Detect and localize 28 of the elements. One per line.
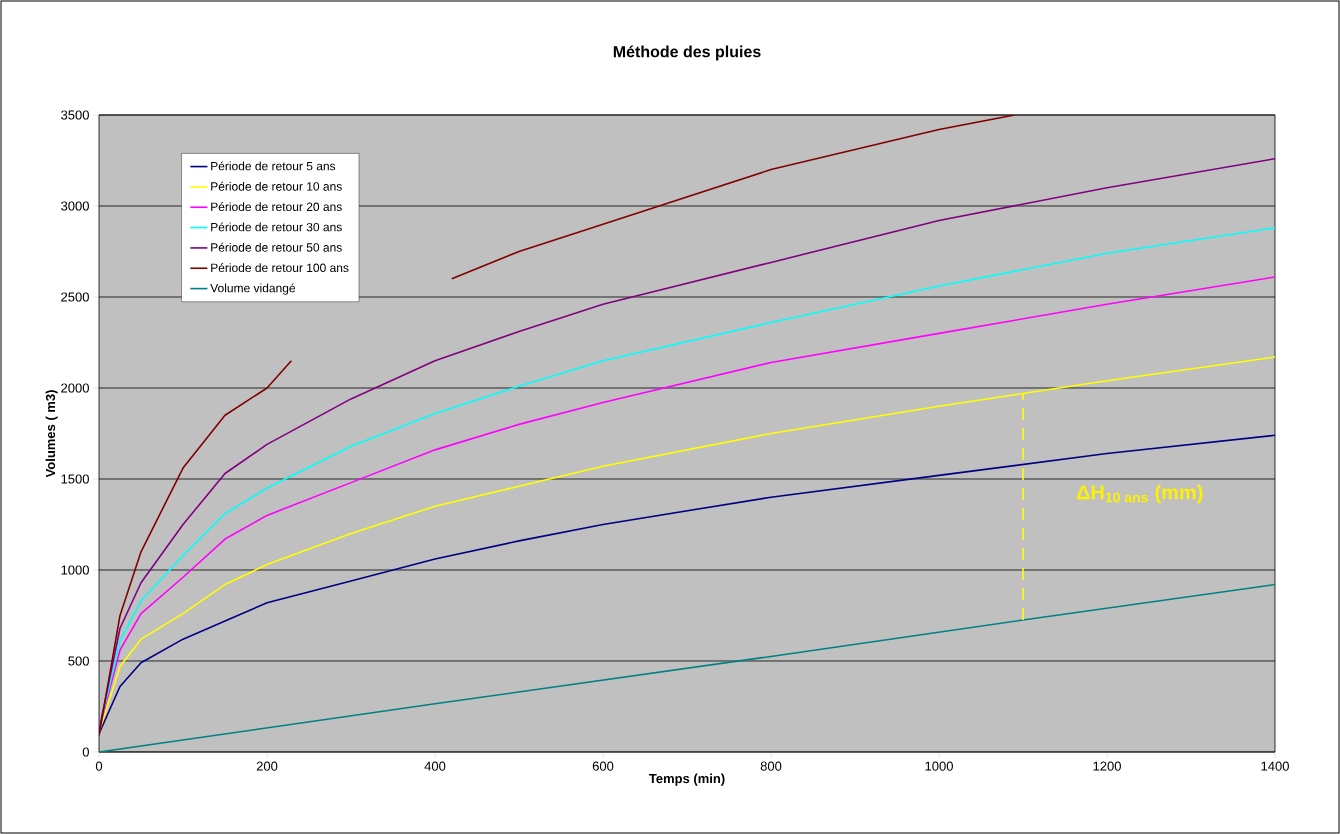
annotation: ΔH$_{10 ans}$ (mm) [1076, 484, 1203, 504]
x-tick-label: 200 [256, 761, 278, 771]
legend-label: Période de retour 20 ans [211, 202, 342, 212]
legend-label: Période de retour 10 ans [211, 181, 342, 191]
y-tick-label: 500 [68, 656, 89, 666]
y-tick-label: 0 [82, 747, 89, 757]
line-series [99, 583, 1275, 752]
x-tick-label: 1000 [925, 761, 953, 771]
legend-label: Période de retour 100 ans [211, 263, 349, 273]
x-axis-title: Temps (min) [648, 773, 725, 786]
x-tick-label: 600 [592, 761, 614, 771]
y-tick-label: 3000 [61, 201, 89, 211]
x-tick-label: 1400 [1261, 761, 1289, 771]
x-tick-label: 400 [424, 761, 446, 771]
y-tick-label: 1000 [61, 565, 89, 575]
legend-label: Volume vidangé [210, 283, 296, 295]
chart-title: Méthode des pluies [613, 45, 761, 61]
legend-label: Période de retour 30 ans [211, 222, 342, 232]
y-tick-label: 2000 [61, 383, 89, 393]
legend-label: Période de retour 50 ans [211, 242, 342, 252]
y-tick-label: 3500 [61, 110, 89, 120]
y-axis-title: Volumes ( m3) [45, 390, 58, 478]
x-tick-label: 0 [95, 761, 103, 771]
legend-label: Période de retour 5 ans [211, 161, 336, 171]
y-tick-label: 2500 [61, 292, 89, 302]
x-tick-label: 800 [760, 761, 782, 771]
y-tick-label: 1500 [61, 474, 89, 484]
x-tick-label: 1200 [1093, 761, 1121, 771]
